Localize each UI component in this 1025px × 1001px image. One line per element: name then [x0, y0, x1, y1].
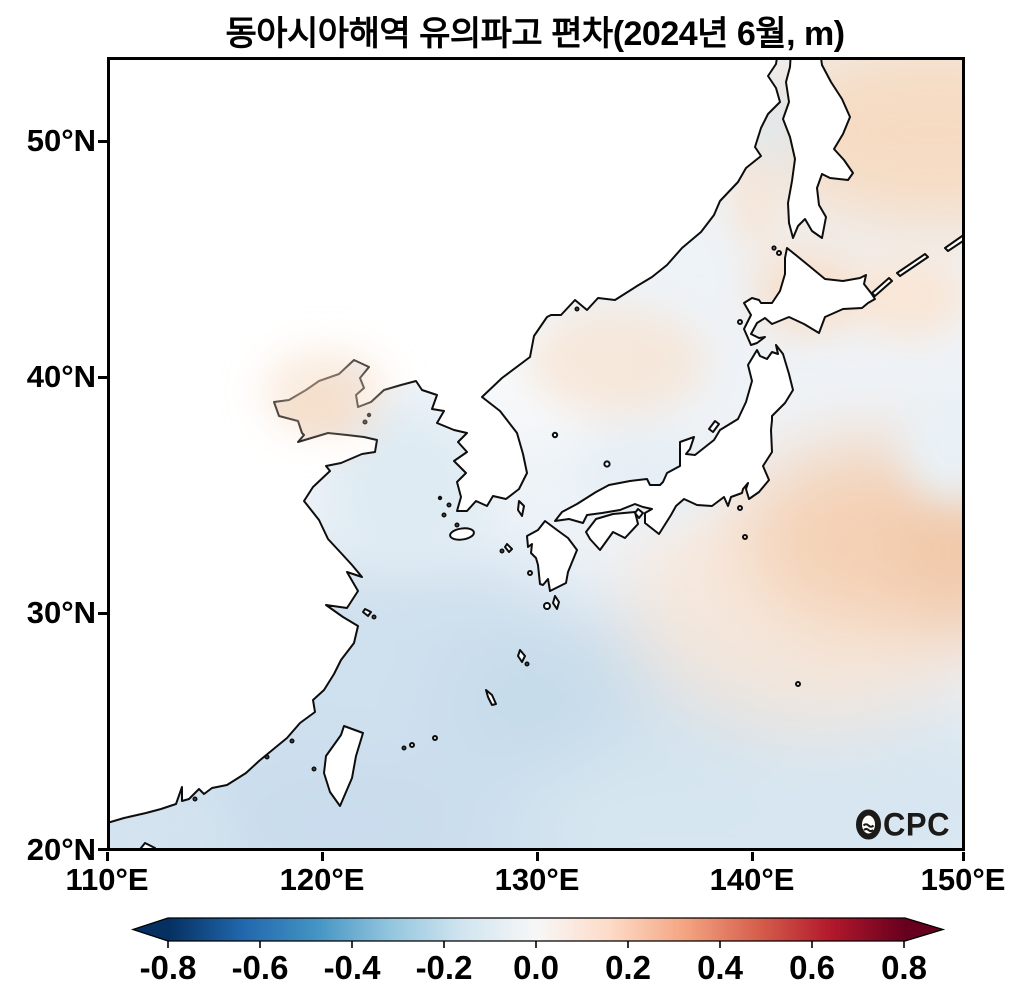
y-axis-tick-label-20n: 20°N [26, 832, 96, 867]
colorbar-tick-label-5: 0.2 [605, 949, 651, 986]
colorbar-tick-label-7: 0.6 [789, 949, 835, 986]
colorbar-gradient [130, 917, 946, 942]
x-axis-tick-label-120e: 120°E [279, 862, 365, 897]
coastline-kyushu [526, 520, 578, 592]
coastline-honshu [554, 344, 794, 535]
ocpc-watermark: CPC [855, 808, 950, 840]
chart-title: 동아시아해역 유의파고 편차(2024년 6월, m) [225, 15, 845, 53]
islands [137, 233, 965, 851]
ocpc-watermark-text: CPC [883, 805, 950, 843]
colorbar-tick-label-3: -0.2 [415, 949, 473, 986]
y-axis-tick-mark-30n [98, 612, 107, 615]
colorbar-tick-label-2: -0.4 [323, 949, 381, 986]
ocpc-o-icon [856, 809, 882, 840]
x-axis-tick-label-110e: 110°E [65, 862, 149, 897]
x-axis-tick-mark-130e [536, 852, 539, 861]
coastline-shikoku [585, 511, 639, 551]
colorbar-tick-marks [167, 941, 905, 948]
coastline-hokkaido [743, 247, 876, 346]
coastline-taiwan [323, 725, 364, 807]
colorbar-tick-label-0: -0.8 [139, 949, 197, 986]
x-axis-tick-mark-140e [751, 852, 754, 861]
y-axis-tick-mark-50n [98, 140, 107, 143]
x-axis-tick-mark-110e [106, 852, 109, 861]
colorbar [130, 917, 946, 948]
y-axis-tick-mark-40n [98, 376, 107, 379]
y-axis-tick-label-30n: 30°N [26, 595, 96, 630]
x-axis-tick-label-150e: 150°E [920, 862, 1006, 897]
colorbar-tick-label-1: -0.6 [231, 949, 289, 986]
liaodong-anomaly-tint [263, 350, 387, 434]
x-axis-tick-mark-120e [321, 852, 324, 861]
y-axis-tick-label-40n: 40°N [26, 359, 96, 394]
colorbar-tick-label-6: 0.4 [697, 949, 743, 986]
coastline-sakhalin [782, 57, 854, 239]
map-canvas [107, 57, 965, 851]
colorbar-tick-label-4: 0.0 [513, 949, 559, 986]
map-border [107, 57, 965, 851]
map-plot-area: CPC [107, 57, 965, 851]
x-axis-tick-mark-150e [962, 852, 965, 861]
y-axis-tick-label-50n: 50°N [26, 123, 96, 158]
y-axis-tick-mark-20n [98, 848, 107, 851]
x-axis-tick-label-130e: 130°E [494, 862, 580, 897]
colorbar-tick-label-8: 0.8 [881, 949, 927, 986]
x-axis-tick-label-140e: 140°E [709, 862, 795, 897]
